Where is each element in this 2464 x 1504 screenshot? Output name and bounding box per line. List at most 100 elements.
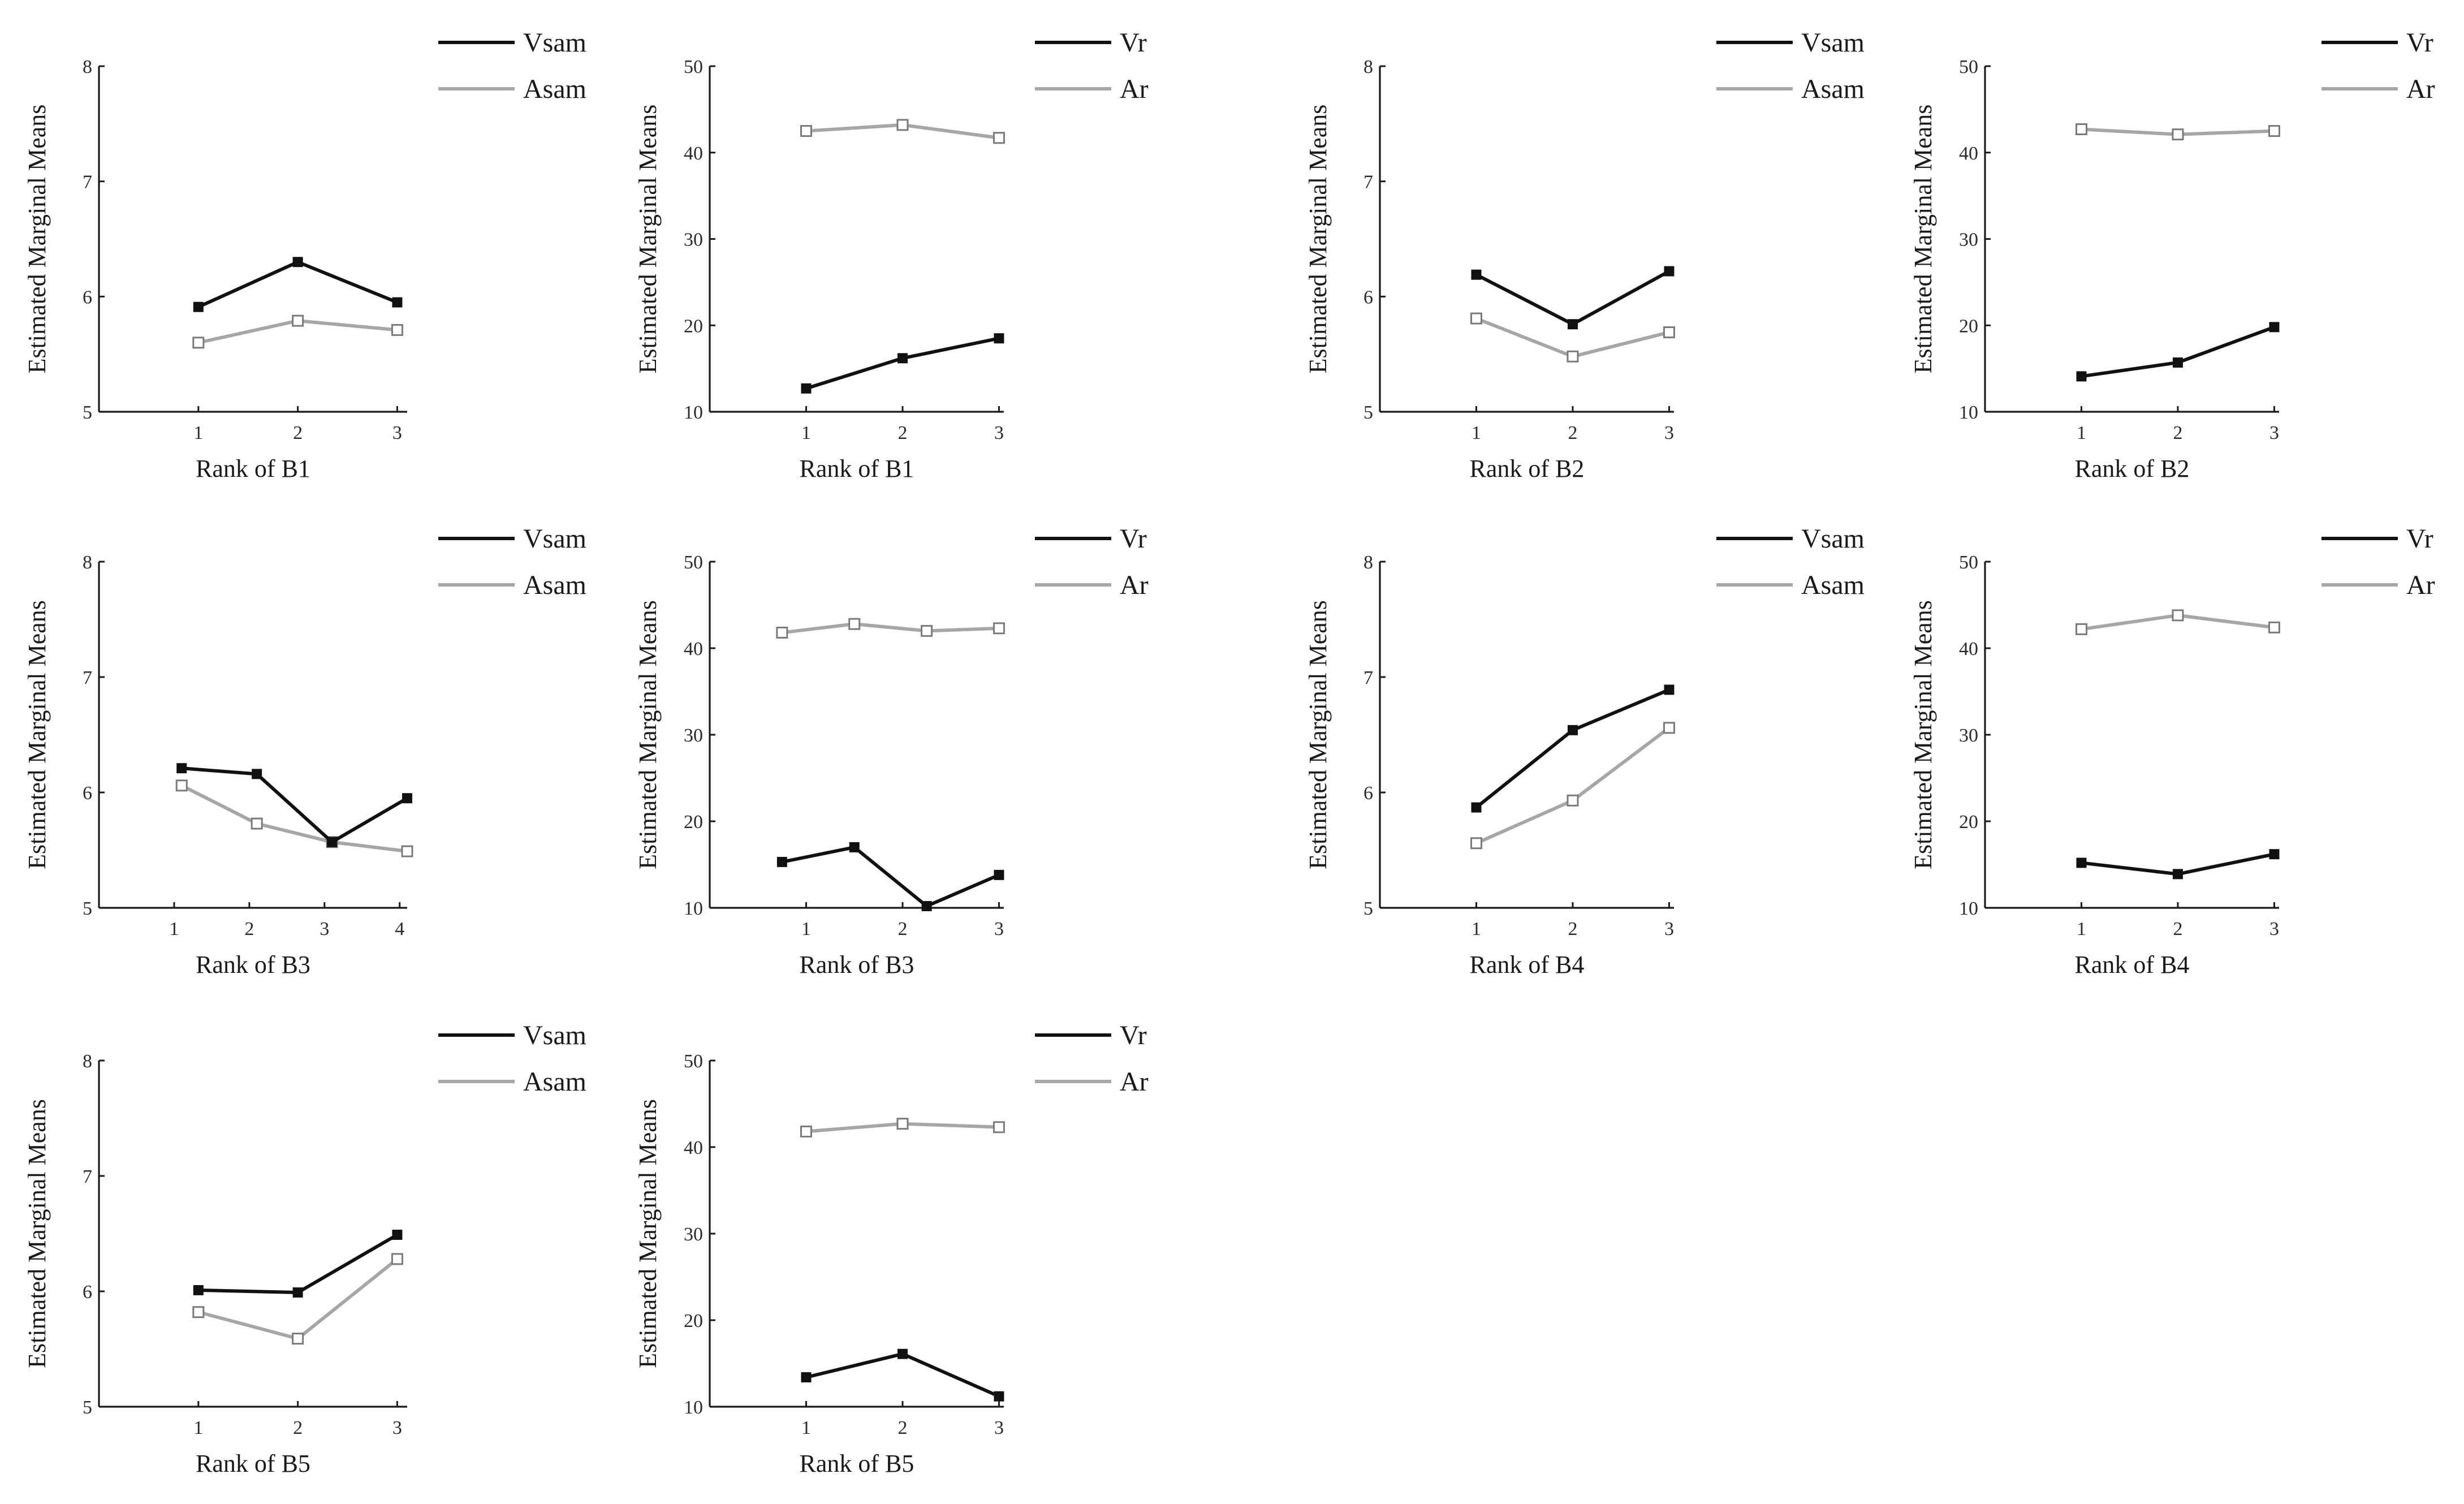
chart-panel: 10 20 30 40 50 1 2 3 Rank of B2 Estimated Margina… [1909, 28, 2435, 482]
data-point-marker [800, 1125, 812, 1137]
data-point-marker [391, 1253, 403, 1265]
data-point-marker [2075, 123, 2087, 136]
y-axis-title: Estimated Marginal Means [634, 1099, 662, 1368]
y-tick-label: 50 [684, 57, 703, 77]
y-tick-label: 20 [684, 316, 703, 337]
data-point-marker [1471, 802, 1482, 813]
data-point-marker [1664, 684, 1675, 695]
y-tick-label: 10 [684, 1397, 703, 1418]
x-tick-label: 2 [244, 919, 254, 940]
data-point-marker [1567, 725, 1578, 735]
data-point-marker [327, 837, 338, 847]
y-axis-title: Estimated Marginal Means [23, 1099, 51, 1368]
legend-label: Ar [2406, 74, 2435, 104]
x-tick-label: 2 [897, 423, 907, 443]
y-tick-label: 30 [684, 230, 703, 251]
legend-label: Vr [2406, 524, 2433, 554]
x-tick-label: 2 [897, 919, 907, 940]
y-tick-label: 5 [1363, 402, 1373, 423]
y-tick-label: 6 [83, 783, 92, 804]
data-point-marker [992, 622, 1005, 635]
chart-panel: 5 6 7 8 1 2 3 Rank of B4 Estimated Marginal Mean… [1304, 524, 1865, 979]
chart-panel: 10 20 30 40 50 1 2 3 Rank of B5 Estimated Margina… [634, 1020, 1149, 1477]
data-point-marker [251, 817, 263, 830]
y-axis-title: Estimated Marginal Means [1909, 600, 1937, 869]
y-tick-label: 8 [1363, 57, 1373, 77]
data-point-marker [392, 297, 403, 308]
y-tick-label: 10 [684, 898, 703, 919]
legend-label: Asam [1801, 570, 1865, 600]
legend-label: Asam [1801, 74, 1865, 104]
y-tick-label: 8 [1363, 552, 1373, 573]
chart-panel: 10 20 30 40 50 1 2 3 Rank of B3 Estimated Margina… [634, 524, 1149, 979]
x-axis-title: Rank of B1 [196, 455, 310, 482]
y-tick-label: 7 [83, 1166, 92, 1187]
data-point-marker [2172, 357, 2183, 368]
data-point-marker [1664, 266, 1675, 277]
y-tick-label: 20 [1959, 812, 1978, 833]
data-point-marker [391, 324, 403, 336]
data-point-marker [2075, 623, 2087, 635]
x-tick-label: 3 [392, 1417, 402, 1438]
y-tick-label: 6 [83, 287, 92, 308]
data-point-marker [2076, 857, 2087, 868]
y-tick-label: 40 [684, 143, 703, 164]
data-point-marker [402, 793, 412, 804]
series-line-asam [198, 1257, 399, 1341]
legend-label: Asam [523, 570, 586, 600]
y-tick-label: 10 [1959, 898, 1978, 919]
y-tick-label: 5 [83, 402, 92, 423]
y-tick-label: 20 [684, 812, 703, 833]
x-tick-label: 1 [801, 919, 811, 940]
data-point-marker [1663, 326, 1675, 338]
data-point-marker [193, 1285, 204, 1295]
x-tick-label: 3 [1664, 423, 1674, 443]
data-point-marker [2268, 125, 2280, 137]
y-tick-label: 50 [1959, 57, 1978, 77]
y-axis-title: Estimated Marginal Means [1909, 105, 1937, 374]
series-line-vr [805, 1352, 1000, 1398]
data-point-marker [2172, 128, 2184, 141]
data-point-marker [392, 1230, 403, 1240]
data-point-marker [175, 779, 188, 792]
data-point-marker [2076, 371, 2087, 382]
x-tick-label: 2 [293, 423, 303, 443]
x-axis-title: Rank of B4 [1470, 951, 1585, 979]
x-tick-label: 1 [1472, 423, 1481, 443]
x-tick-label: 1 [193, 423, 203, 443]
data-point-marker [1567, 794, 1579, 807]
data-point-marker [292, 257, 303, 268]
y-tick-label: 5 [83, 1397, 92, 1418]
y-axis-title: Estimated Marginal Means [23, 105, 51, 374]
legend-label: Vr [2406, 28, 2433, 58]
data-point-marker [292, 314, 304, 327]
data-point-marker [994, 333, 1004, 344]
data-point-marker [848, 618, 861, 630]
data-point-marker [401, 845, 413, 857]
legend-label: Vsam [523, 524, 586, 554]
x-tick-label: 4 [395, 919, 404, 940]
series-line-vsam [1475, 269, 1670, 326]
x-axis-title: Rank of B5 [800, 1450, 914, 1477]
x-tick-label: 2 [2173, 919, 2182, 940]
x-tick-label: 3 [392, 423, 402, 443]
series-line-vr [2081, 325, 2275, 378]
legend-label: Vsam [523, 1020, 586, 1050]
y-axis-title: Estimated Marginal Means [1304, 600, 1332, 869]
data-point-marker [1470, 312, 1482, 325]
x-tick-label: 1 [193, 1417, 203, 1438]
data-point-marker [1663, 722, 1675, 734]
data-point-marker [252, 769, 262, 779]
y-tick-label: 7 [83, 667, 92, 688]
legend-label: Ar [1120, 74, 1149, 104]
data-point-marker [776, 626, 788, 639]
y-tick-label: 30 [684, 1224, 703, 1245]
x-axis-title: Rank of B4 [2075, 951, 2190, 979]
data-point-marker [801, 383, 812, 394]
series-line-asam [180, 784, 408, 854]
chart-panel: 10 20 30 40 50 1 2 3 Rank of B1 Estimated Margina… [634, 28, 1149, 482]
series-line-ar [782, 622, 999, 635]
data-point-marker [921, 900, 932, 911]
x-tick-label: 1 [2077, 919, 2086, 940]
x-tick-label: 3 [1664, 919, 1674, 940]
